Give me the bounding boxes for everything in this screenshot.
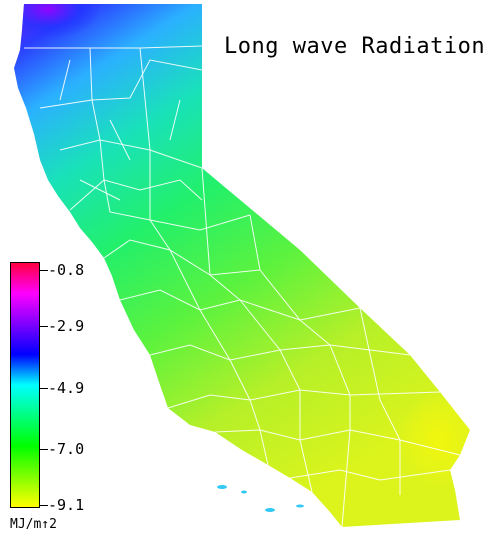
legend-tick — [40, 388, 48, 389]
legend-tick-label: -2.9 — [48, 317, 85, 335]
legend-tick — [40, 449, 48, 450]
desert-low-values — [300, 300, 470, 495]
channel-islands — [217, 485, 304, 512]
legend-tick — [40, 326, 48, 327]
legend-tick-label: -0.8 — [48, 261, 85, 279]
legend-tick-label: -9.1 — [48, 496, 85, 514]
north-high-values — [14, 4, 202, 110]
legend-tick — [40, 270, 48, 271]
legend-units: MJ/m↑2 — [10, 517, 57, 532]
map-title: Long wave Radiation — [224, 34, 486, 59]
color-scale-bar — [10, 262, 40, 508]
county-boundaries — [24, 45, 461, 528]
legend-tick-label: -7.0 — [48, 440, 85, 458]
legend-tick-label: -4.9 — [48, 379, 85, 397]
legend-tick — [40, 505, 48, 506]
